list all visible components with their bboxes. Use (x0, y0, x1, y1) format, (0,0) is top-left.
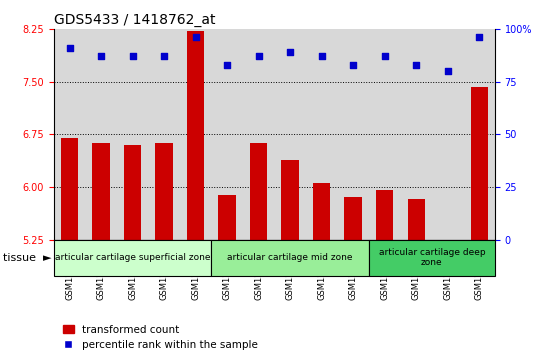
Text: articular cartilage superficial zone: articular cartilage superficial zone (55, 253, 210, 262)
Point (475, 34, 484, 40)
Bar (250, 143, 267, 240)
Bar (54, 240, 211, 276)
Bar (432, 29, 463, 240)
Bar (124, 145, 141, 240)
Point (223, 62, 231, 68)
Bar (155, 143, 173, 240)
Point (412, 62, 421, 68)
Point (128, 53, 137, 59)
Bar (274, 29, 306, 240)
Bar (306, 29, 337, 240)
Bar (337, 29, 369, 240)
Bar (211, 240, 369, 276)
Bar (471, 87, 488, 240)
Legend: transformed count, percentile rank within the sample: transformed count, percentile rank withi… (59, 321, 262, 354)
Point (349, 62, 357, 68)
Point (97, 53, 105, 59)
Bar (463, 29, 495, 240)
Point (192, 34, 200, 40)
Point (443, 68, 452, 74)
Bar (93, 143, 110, 240)
Bar (117, 29, 148, 240)
Point (160, 53, 168, 59)
Bar (54, 29, 86, 240)
Bar (218, 195, 236, 240)
Text: articular cartilage mid zone: articular cartilage mid zone (228, 253, 353, 262)
Bar (211, 29, 243, 240)
Bar (344, 197, 362, 240)
Bar (400, 29, 432, 240)
Point (65, 45, 74, 51)
Bar (61, 138, 78, 240)
Bar (243, 29, 274, 240)
Point (286, 49, 294, 55)
Bar (148, 29, 180, 240)
Text: articular cartilage deep
zone: articular cartilage deep zone (379, 248, 485, 268)
Point (254, 53, 263, 59)
Bar (86, 29, 117, 240)
Bar (369, 240, 495, 276)
Text: GDS5433 / 1418762_at: GDS5433 / 1418762_at (54, 13, 215, 26)
Bar (369, 29, 400, 240)
Bar (180, 29, 211, 240)
Text: tissue  ►: tissue ► (3, 253, 51, 263)
Point (380, 53, 389, 59)
Bar (281, 160, 299, 240)
Bar (187, 31, 204, 240)
Bar (407, 199, 425, 240)
Point (317, 53, 326, 59)
Bar (313, 183, 330, 240)
Bar (376, 190, 393, 240)
